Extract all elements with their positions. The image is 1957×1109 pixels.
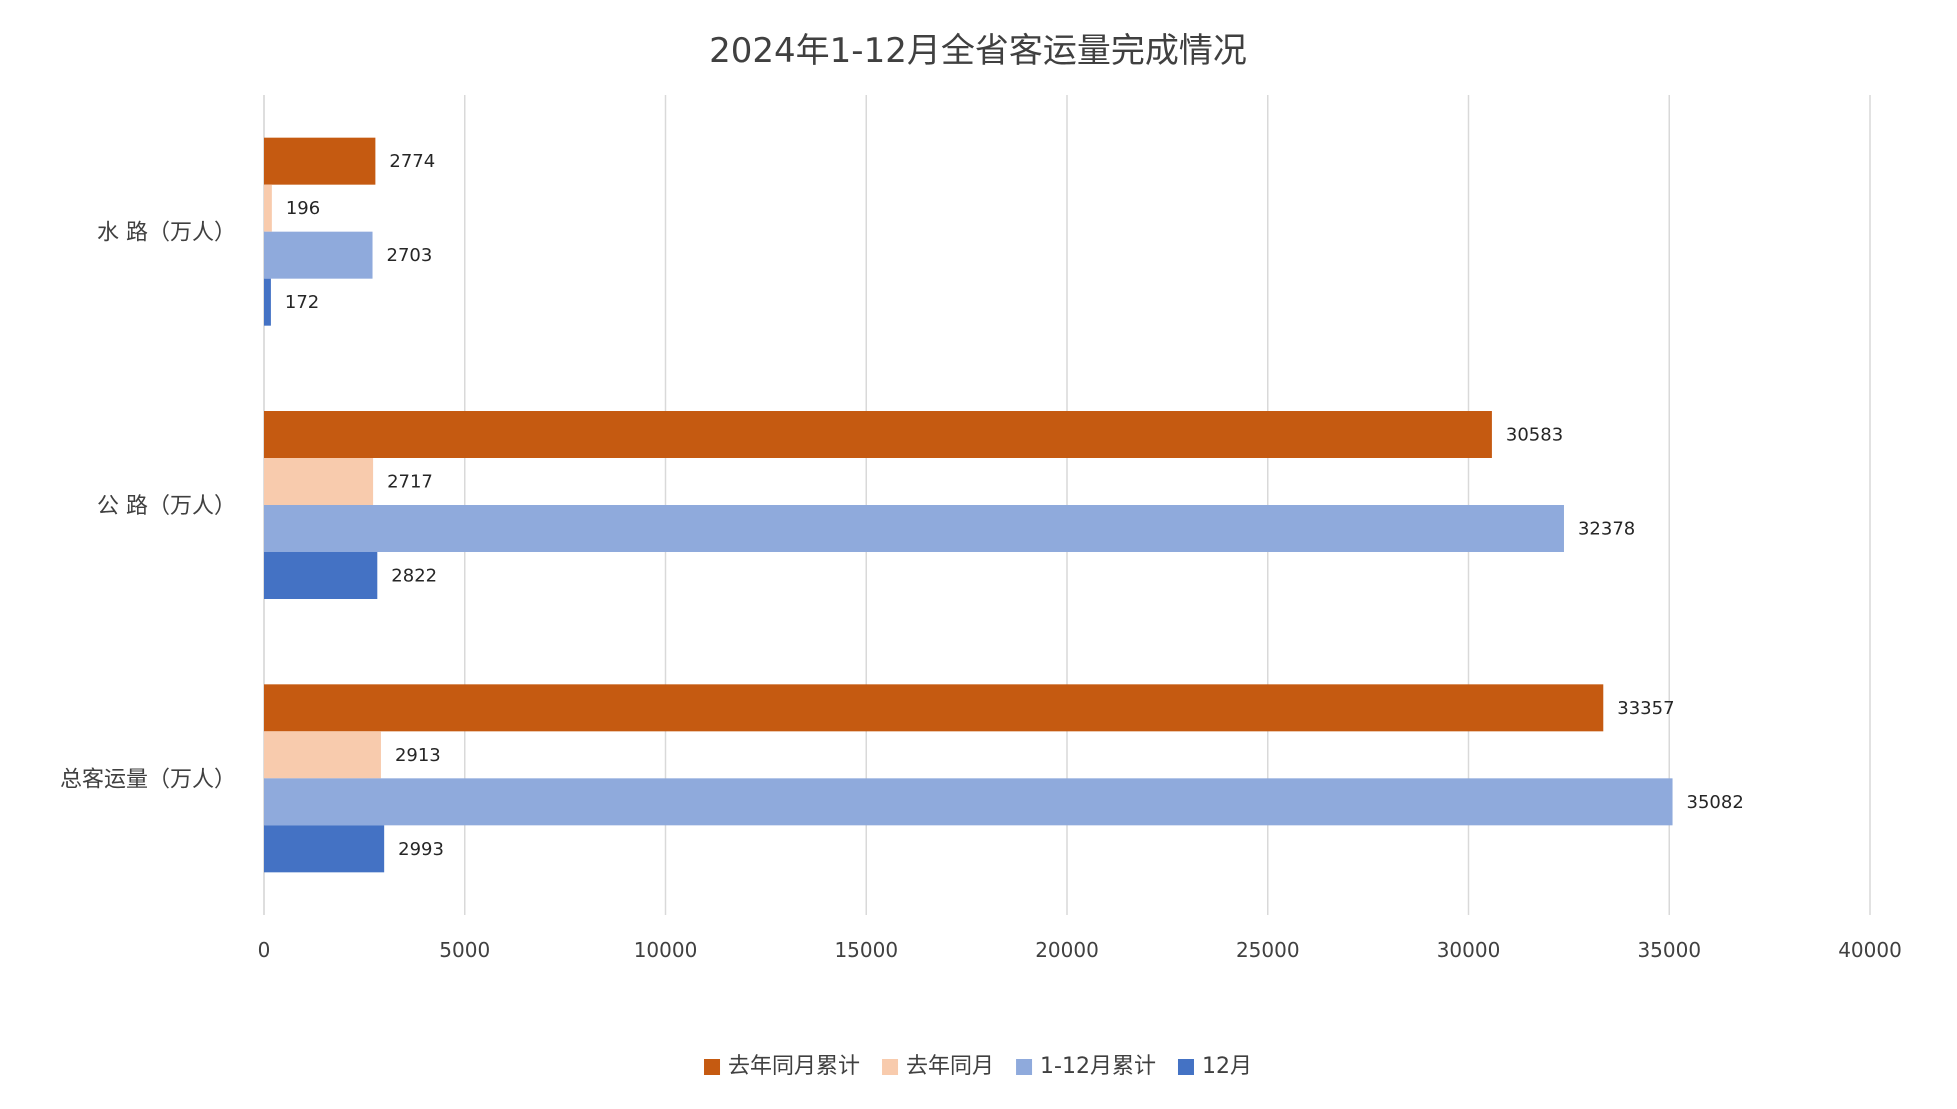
data-label: 30583 xyxy=(1506,425,1563,446)
category-labels: 水 路（万人） 公 路（万人） 总客运量（万人） xyxy=(60,221,236,793)
bars xyxy=(264,137,1673,873)
data-labels: 2774 196 2703 172 30583 2717 32378 2822 33357 291… xyxy=(285,151,1744,860)
x-tick-label: 5000 xyxy=(439,938,490,962)
legend-swatch xyxy=(882,1059,899,1075)
bar xyxy=(264,731,381,779)
data-label: 2717 xyxy=(387,472,433,493)
data-label: 2913 xyxy=(395,745,441,766)
chart-title: 2024年1-12月全省客运量完成情况 xyxy=(709,31,1247,71)
legend-item: 12月 xyxy=(1177,1054,1252,1079)
category-label: 总客运量（万人） xyxy=(60,767,236,792)
data-label: 172 xyxy=(285,292,319,313)
legend-item: 1-12月累计 xyxy=(1016,1054,1156,1079)
data-label: 2822 xyxy=(391,566,437,587)
bar xyxy=(264,552,378,599)
legend-item: 去年同月 xyxy=(882,1054,994,1079)
data-label: 2993 xyxy=(398,839,444,860)
category-label: 水 路（万人） xyxy=(97,221,236,246)
bar xyxy=(264,505,1564,552)
x-tick-label: 15000 xyxy=(834,938,898,962)
data-label: 2703 xyxy=(387,245,433,266)
data-label: 196 xyxy=(286,198,320,219)
legend-item: 去年同月累计 xyxy=(704,1054,860,1079)
bar xyxy=(264,137,376,185)
x-tick-label: 0 xyxy=(258,938,271,962)
bar xyxy=(264,411,1492,458)
bar xyxy=(264,458,374,505)
legend-label: 去年同月累计 xyxy=(728,1054,860,1079)
category-label: 公 路（万人） xyxy=(97,494,236,519)
bar xyxy=(264,825,385,873)
legend-swatch xyxy=(1177,1059,1194,1075)
legend-label: 1-12月累计 xyxy=(1040,1054,1156,1079)
x-tick-labels: 0 5000 10000 15000 20000 25000 30000 35000 40000 xyxy=(258,938,1902,962)
bar xyxy=(264,231,373,279)
bar xyxy=(264,184,272,232)
legend-swatch xyxy=(704,1059,721,1075)
x-tick-label: 10000 xyxy=(634,938,698,962)
bar xyxy=(264,778,1673,826)
legend-swatch xyxy=(1016,1059,1033,1075)
data-label: 35082 xyxy=(1687,792,1744,813)
legend-label: 去年同月 xyxy=(906,1054,994,1079)
x-tick-label: 35000 xyxy=(1637,938,1701,962)
bar xyxy=(264,684,1604,732)
data-label: 2774 xyxy=(389,151,435,172)
data-label: 32378 xyxy=(1578,519,1635,540)
x-tick-label: 20000 xyxy=(1035,938,1099,962)
legend: 去年同月累计 去年同月 1-12月累计 12月 xyxy=(704,1054,1252,1079)
x-tick-label: 25000 xyxy=(1236,938,1300,962)
x-tick-label: 40000 xyxy=(1838,938,1902,962)
bar xyxy=(264,278,271,326)
data-label: 33357 xyxy=(1617,698,1674,719)
legend-label: 12月 xyxy=(1202,1054,1252,1079)
x-tick-label: 30000 xyxy=(1437,938,1501,962)
